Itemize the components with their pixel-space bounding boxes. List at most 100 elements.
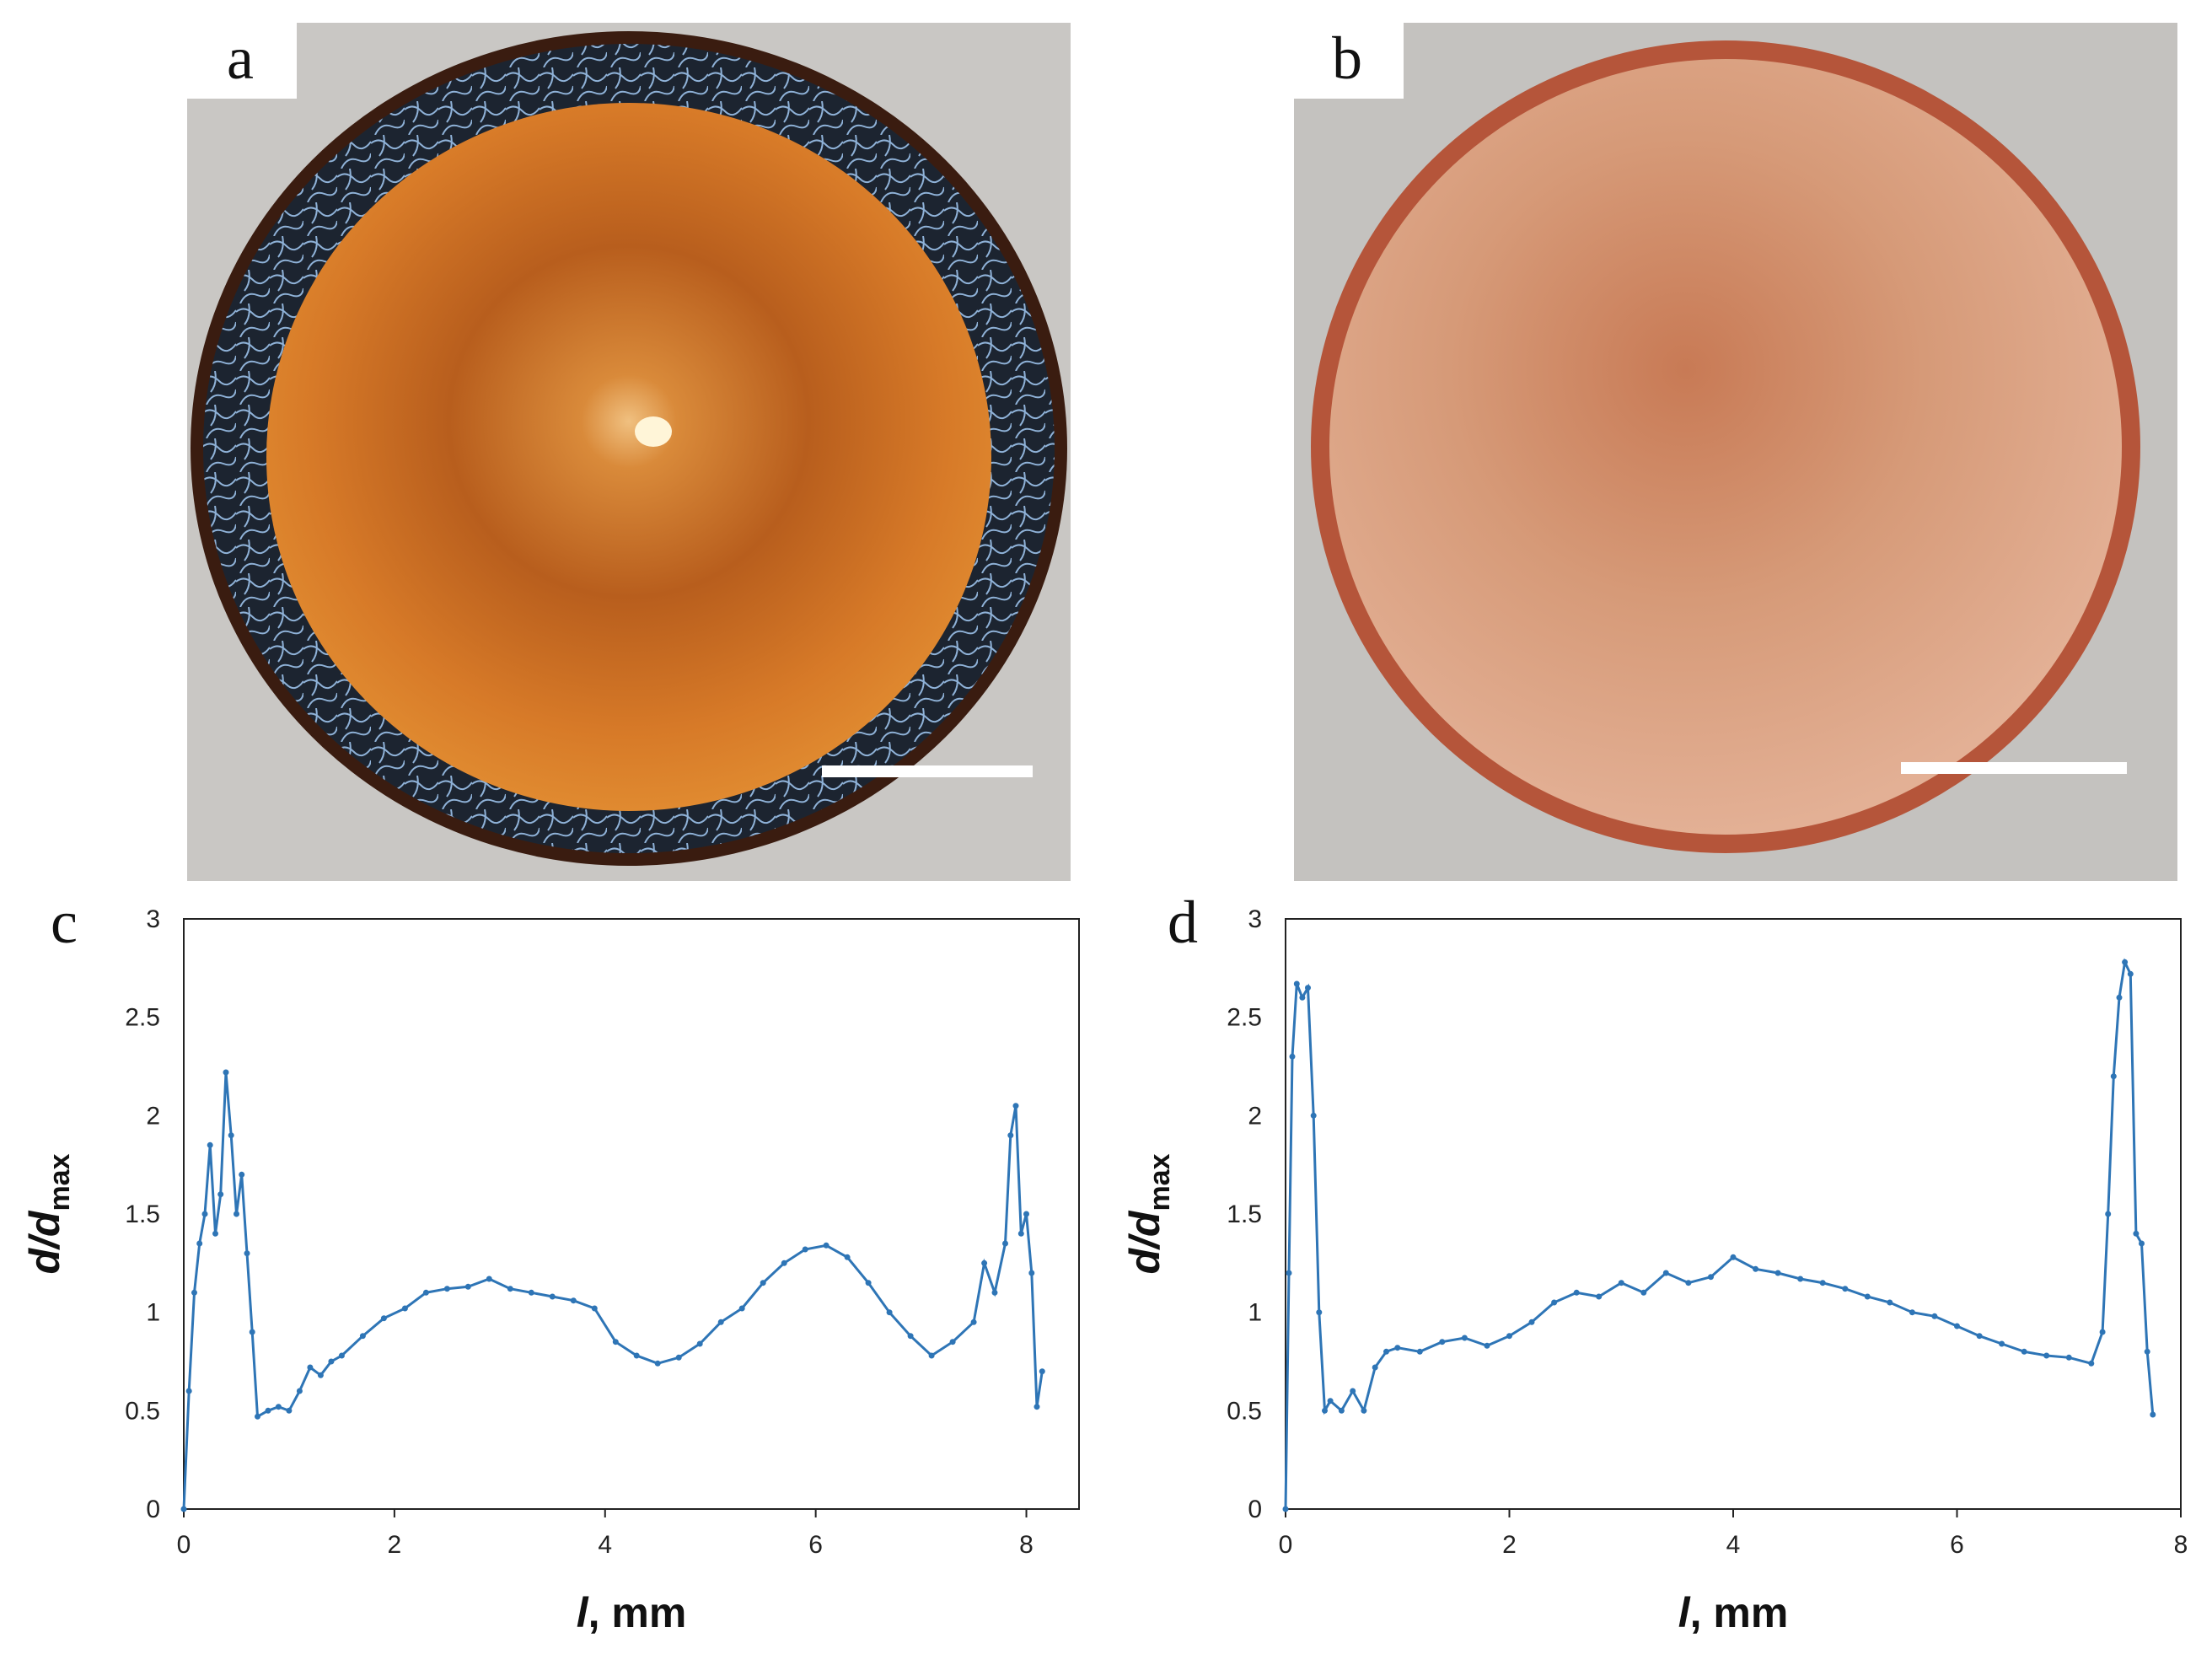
chart-d-data-point	[1819, 1280, 1826, 1286]
deposit-a-center-spot	[635, 416, 672, 447]
chart-d-data-point	[1528, 1319, 1535, 1325]
panel-b-letter-box	[1294, 23, 1404, 99]
chart-d-ytick-label: 0.5	[1227, 1397, 1262, 1425]
chart-d-xtick-label: 0	[1279, 1531, 1293, 1559]
scale-bar-b	[1901, 762, 2127, 774]
chart-c-data-point	[1007, 1132, 1014, 1139]
chart-c-ytick-label: 0	[146, 1496, 160, 1523]
chart-c-ytick-label: 3	[146, 905, 160, 933]
chart-d-data-point	[1797, 1276, 1804, 1282]
chart-d-data-point	[2105, 1211, 2112, 1217]
chart-c-data-point	[528, 1289, 534, 1296]
chart-c-data-point	[675, 1354, 682, 1361]
chart-d-data-point	[1618, 1280, 1624, 1286]
chart-d-data-point	[2088, 1360, 2095, 1367]
chart-c-xtick-label: 2	[388, 1531, 402, 1559]
chart-c-xtick-label: 6	[808, 1531, 823, 1559]
chart-d-data-point	[1372, 1364, 1378, 1371]
chart-d-data-point	[1708, 1274, 1714, 1281]
chart-c-data-point	[275, 1404, 282, 1410]
chart-c-xtick-label: 8	[1019, 1531, 1034, 1559]
chart-d-data-point	[1730, 1254, 1737, 1260]
chart-c-data-point	[823, 1242, 830, 1249]
chart-c-series-line	[182, 1072, 1044, 1510]
chart-c-ytick-label: 1.5	[125, 1200, 160, 1228]
chart-d-data-point	[2139, 1240, 2145, 1247]
chart-c-data-point	[738, 1305, 745, 1312]
chart-d-data-point	[2065, 1354, 2072, 1361]
chart-c-data-point	[212, 1230, 218, 1237]
chart-c-data-point	[338, 1352, 345, 1359]
chart-c-data-point	[1039, 1368, 1045, 1375]
chart-c-data-point	[612, 1339, 619, 1345]
chart-d-data-point	[1887, 1299, 1893, 1306]
chart-d-ytick-label: 1.5	[1227, 1200, 1262, 1228]
chart-d-letter: d	[1168, 889, 1198, 956]
chart-c-data-point	[359, 1333, 366, 1340]
chart-c-data-point	[781, 1259, 787, 1266]
panel-a: a	[187, 23, 1071, 881]
chart-d-data-point	[1506, 1333, 1512, 1340]
chart-d-data-point	[1316, 1309, 1323, 1316]
chart-c-data-point	[886, 1309, 893, 1316]
chart-d-ytick-label: 3	[1248, 905, 1262, 933]
chart-c-ytick-label: 1	[146, 1299, 160, 1327]
scale-bar-a	[822, 765, 1033, 777]
chart-c-data-point	[507, 1286, 513, 1292]
chart-c-data-point	[265, 1407, 271, 1414]
chart-d-data-point	[1439, 1339, 1446, 1345]
chart-c-data-point	[760, 1280, 766, 1286]
chart-d-data-point	[2122, 959, 2129, 965]
chart-d-data-point	[1931, 1313, 1938, 1319]
chart-d: d 0 0.5 1 1.5 2 2.5 3 0 2 4 6 8 l, mm d/dmax	[1121, 889, 2188, 1636]
chart-d-data-point	[1842, 1286, 1849, 1292]
chart-c-data-point	[317, 1372, 324, 1378]
chart-c-data-point	[244, 1250, 250, 1257]
chart-c-xtick-label: 4	[598, 1531, 612, 1559]
deposit-a-center	[266, 103, 991, 811]
panel-b: b	[1294, 23, 2177, 881]
chart-c-xlabel: l, mm	[577, 1589, 687, 1636]
chart-d-ytick-label: 2	[1248, 1102, 1262, 1130]
chart-c-ytick-label: 2	[146, 1102, 160, 1130]
chart-c-data-point	[1017, 1230, 1024, 1237]
panel-b-letter: b	[1332, 24, 1362, 92]
chart-d-xtick-label: 8	[2174, 1531, 2188, 1559]
chart-c-data-point	[1034, 1404, 1040, 1410]
chart-d-xlabel: l, mm	[1678, 1589, 1789, 1636]
chart-c-data-point	[223, 1069, 229, 1076]
chart-d-data-point	[2127, 970, 2134, 977]
chart-d-series-line	[1284, 958, 2155, 1510]
deposit-b-center	[1329, 59, 2122, 835]
chart-d-data-point	[1293, 980, 1300, 987]
chart-d-data-point	[1361, 1407, 1367, 1414]
chart-c-data-point	[696, 1340, 703, 1347]
chart-c-data-point	[307, 1364, 314, 1371]
chart-c-data-point	[802, 1246, 808, 1253]
chart-c-data-point	[191, 1289, 197, 1296]
chart-c-data-point	[1028, 1270, 1035, 1276]
chart-d-data-point	[1350, 1388, 1356, 1394]
chart-c-data-point	[217, 1191, 224, 1198]
chart-d-data-point	[2021, 1348, 2027, 1355]
chart-c-data-point	[1002, 1240, 1008, 1247]
chart-c-data-point	[296, 1388, 303, 1394]
chart-d-data-point	[1416, 1348, 1423, 1355]
chart-c-data-point	[928, 1352, 935, 1359]
chart-c-xtick-label: 0	[177, 1531, 191, 1559]
chart-d-data-point	[1954, 1323, 1960, 1329]
chart-c-frame	[183, 918, 1080, 1510]
chart-c: c 0 0.5 1 1.5 2 2.5 3 0 2 4 6 8 l, mm d/dmax	[21, 889, 1080, 1636]
chart-d-xtick-label: 2	[1502, 1531, 1517, 1559]
chart-d-data-point	[1299, 994, 1306, 1001]
chart-c-data-point	[549, 1293, 556, 1300]
chart-d-data-point	[1640, 1289, 1647, 1296]
chart-c-data-point	[591, 1305, 598, 1312]
chart-c-data-point	[486, 1276, 492, 1282]
chart-c-data-point	[991, 1289, 998, 1296]
chart-d-data-point	[1484, 1342, 1490, 1349]
chart-d-data-point	[1289, 1053, 1296, 1060]
chart-c-data-point	[228, 1132, 234, 1139]
chart-d-data-point	[1310, 1112, 1317, 1119]
